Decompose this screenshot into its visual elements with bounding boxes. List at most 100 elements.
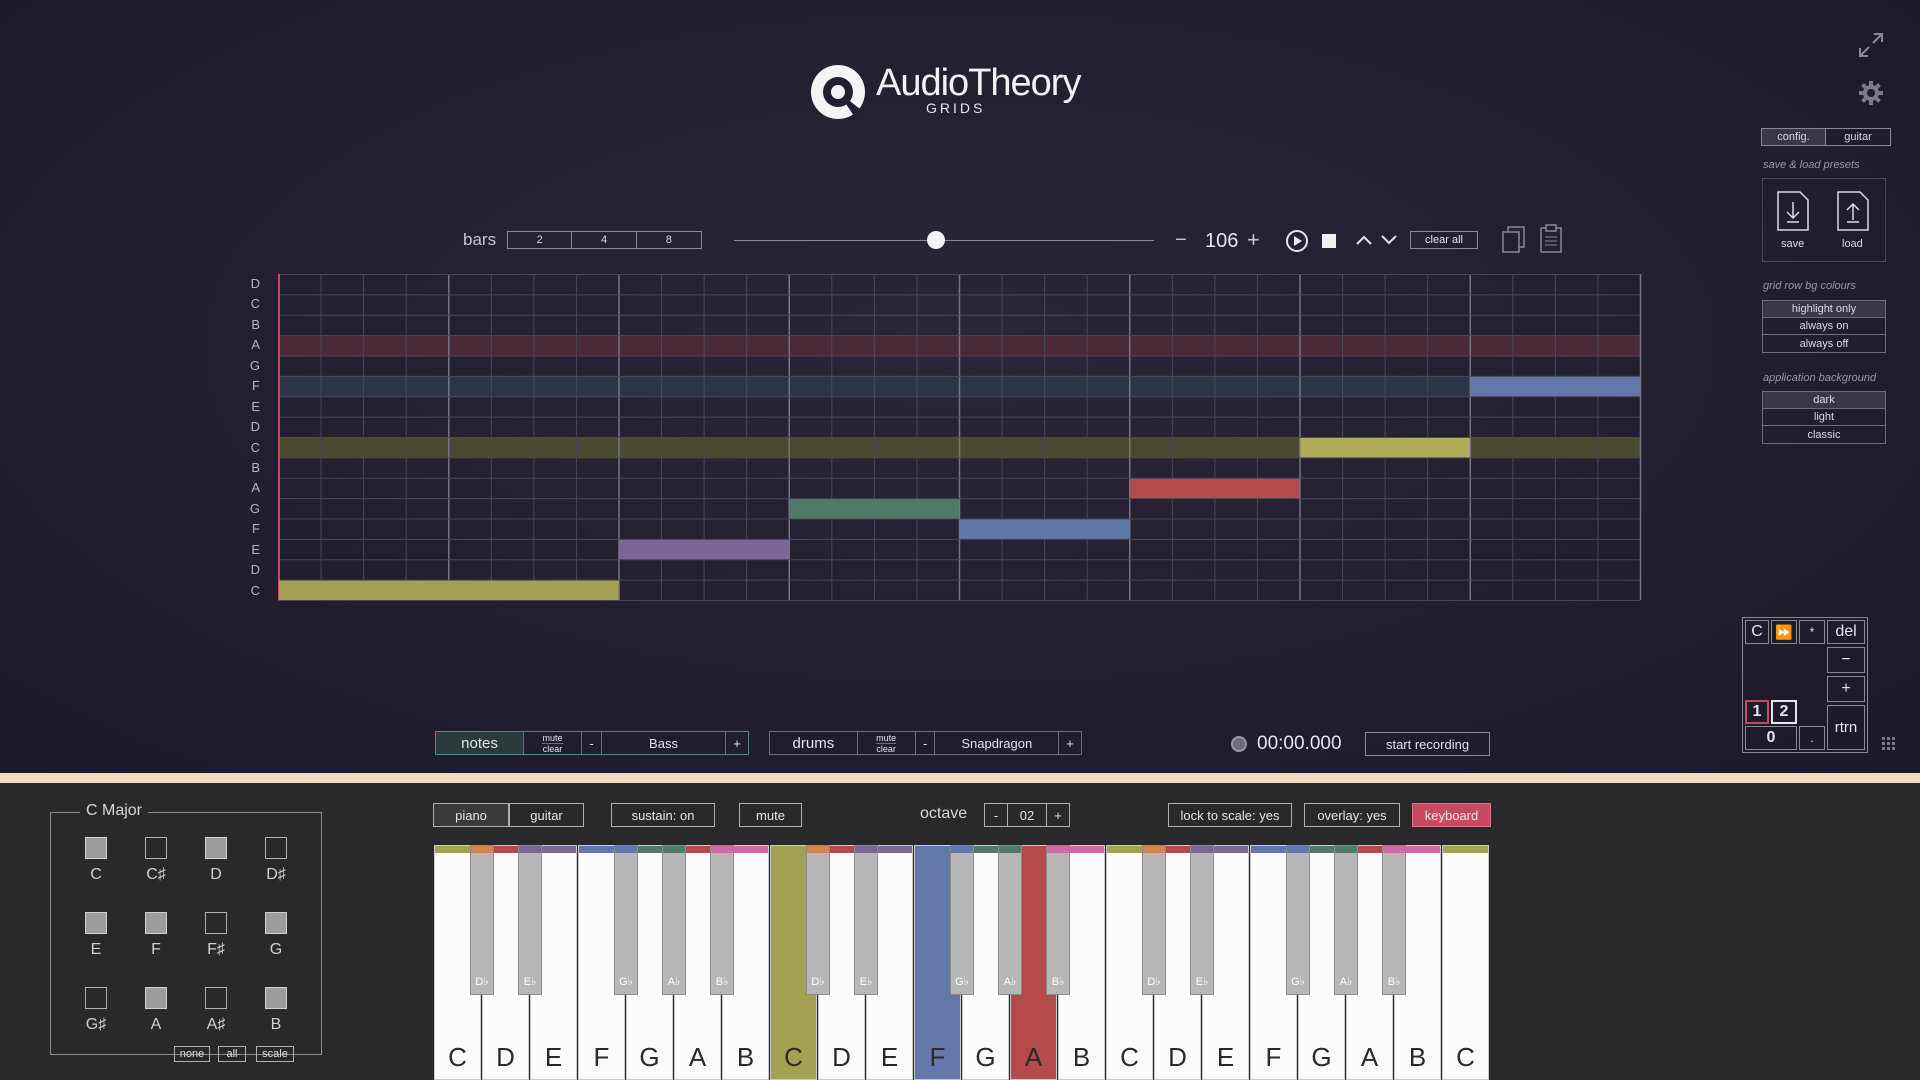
chevron-up-icon[interactable] (1355, 233, 1373, 247)
load-icon[interactable] (1836, 190, 1870, 232)
scale-toggle-G[interactable] (265, 912, 287, 934)
black-key[interactable]: B♭ (1046, 845, 1070, 995)
track-notes-name[interactable]: notes (436, 732, 524, 754)
grid-note[interactable] (1470, 376, 1640, 397)
scale-toggle-E[interactable] (85, 912, 107, 934)
scale-none-button[interactable]: none (174, 1046, 210, 1062)
sustain-button[interactable]: sustain: on (611, 803, 715, 827)
scale-toggle-G♯[interactable] (85, 987, 107, 1009)
grid-note[interactable] (960, 519, 1130, 539)
load-label[interactable]: load (1842, 238, 1863, 250)
white-key[interactable]: C (1442, 845, 1489, 1080)
numpad-fast-forward-icon[interactable]: ⏩ (1771, 620, 1797, 644)
clear-all-button[interactable]: clear all (1410, 231, 1478, 249)
app-bg-dark[interactable]: dark (1763, 392, 1885, 409)
scale-all-button[interactable]: all (218, 1046, 246, 1062)
paste-icon[interactable] (1538, 223, 1564, 255)
grid-note[interactable] (789, 499, 959, 519)
tempo-slider-thumb[interactable] (926, 231, 945, 249)
octave-plus-button[interactable]: + (1046, 803, 1070, 827)
save-icon[interactable] (1776, 190, 1810, 232)
tab-guitar[interactable]: guitar (1844, 131, 1872, 143)
fullscreen-icon[interactable] (1856, 30, 1886, 60)
track-drums-mute[interactable]: mute (876, 732, 897, 744)
start-recording-button[interactable]: start recording (1365, 732, 1490, 756)
note-grid[interactable] (278, 274, 1643, 601)
scale-scale-button[interactable]: scale (256, 1046, 294, 1062)
track-notes-prev[interactable]: - (582, 732, 602, 754)
black-key[interactable]: G♭ (1286, 845, 1310, 995)
row-bg-highlight-only[interactable]: highlight only (1763, 301, 1885, 318)
black-key[interactable]: E♭ (518, 845, 542, 995)
black-key[interactable]: B♭ (1382, 845, 1406, 995)
numpad-del[interactable]: del (1827, 620, 1865, 644)
lock-to-scale-button[interactable]: lock to scale: yes (1168, 803, 1292, 827)
black-key[interactable]: B♭ (710, 845, 734, 995)
overlay-button[interactable]: overlay: yes (1304, 803, 1400, 827)
play-icon[interactable] (1285, 229, 1309, 253)
numpad-0[interactable]: 0 (1745, 726, 1797, 750)
grid-note[interactable] (1130, 478, 1300, 499)
track-notes-clear[interactable]: clear (542, 743, 563, 754)
stop-icon[interactable] (1322, 234, 1336, 248)
row-bg-always-on[interactable]: always on (1763, 318, 1885, 335)
black-key[interactable]: E♭ (1190, 845, 1214, 995)
track-drums-prev[interactable]: - (916, 732, 936, 754)
chevron-down-icon[interactable] (1380, 233, 1398, 247)
numpad: C ⏩ * del − + 1 2 0 . rtrn (1742, 617, 1868, 753)
numpad-plus[interactable]: + (1827, 676, 1865, 702)
numpad-return[interactable]: rtrn (1827, 705, 1865, 750)
row-bg-always-off[interactable]: always off (1799, 337, 1849, 350)
black-key[interactable]: A♭ (1334, 845, 1358, 995)
grid-canvas[interactable] (278, 274, 1643, 601)
scale-toggle-B[interactable] (265, 987, 287, 1009)
track-notes-mute[interactable]: mute (542, 732, 563, 744)
scale-toggle-A♯[interactable] (205, 987, 227, 1009)
numpad-minus[interactable]: − (1827, 647, 1865, 673)
numpad-1[interactable]: 1 (1745, 700, 1769, 724)
black-key[interactable]: D♭ (1142, 845, 1166, 995)
track-notes-next[interactable]: + (733, 735, 741, 751)
grid-dots-icon[interactable] (1882, 737, 1896, 751)
copy-icon[interactable] (1500, 225, 1528, 255)
bars-option-2[interactable]: 2 (508, 232, 573, 248)
black-key[interactable]: D♭ (806, 845, 830, 995)
numpad-c[interactable]: C (1745, 620, 1769, 644)
tab-config[interactable]: config. (1762, 129, 1826, 145)
tempo-minus-button[interactable]: − (1175, 229, 1187, 251)
track-drums-next[interactable]: + (1066, 735, 1074, 751)
app-bg-classic[interactable]: classic (1807, 428, 1841, 441)
grid-note[interactable] (279, 580, 619, 600)
bars-option-4[interactable]: 4 (572, 232, 637, 248)
track-drums-clear[interactable]: clear (876, 743, 896, 754)
piano-button[interactable]: piano (433, 803, 509, 827)
grid-note[interactable] (1300, 438, 1470, 458)
scale-toggle-D♯[interactable] (265, 837, 287, 859)
scale-toggle-C[interactable] (85, 837, 107, 859)
numpad-star[interactable]: * (1799, 620, 1825, 644)
scale-toggle-A[interactable] (145, 987, 167, 1009)
tempo-plus-button[interactable]: + (1247, 227, 1260, 252)
keyboard-button[interactable]: keyboard (1412, 803, 1491, 827)
black-key[interactable]: A♭ (662, 845, 686, 995)
scale-toggle-D[interactable] (205, 837, 227, 859)
black-key[interactable]: G♭ (950, 845, 974, 995)
octave-minus-button[interactable]: - (984, 803, 1008, 827)
black-key[interactable]: G♭ (614, 845, 638, 995)
black-key[interactable]: A♭ (998, 845, 1022, 995)
numpad-dot[interactable]: . (1799, 726, 1825, 750)
save-label[interactable]: save (1781, 238, 1805, 250)
app-bg-light[interactable]: light (1763, 409, 1885, 426)
numpad-2[interactable]: 2 (1771, 700, 1797, 724)
black-key[interactable]: D♭ (470, 845, 494, 995)
scale-toggle-F♯[interactable] (205, 912, 227, 934)
grid-note[interactable] (619, 539, 789, 560)
scale-toggle-C♯[interactable] (145, 837, 167, 859)
black-key[interactable]: E♭ (854, 845, 878, 995)
bars-option-8[interactable]: 8 (665, 234, 672, 246)
track-drums-name[interactable]: drums (770, 732, 858, 754)
gear-icon[interactable] (1858, 80, 1884, 106)
guitar-button[interactable]: guitar (509, 803, 584, 827)
scale-toggle-F[interactable] (145, 912, 167, 934)
mute-button[interactable]: mute (739, 803, 802, 827)
